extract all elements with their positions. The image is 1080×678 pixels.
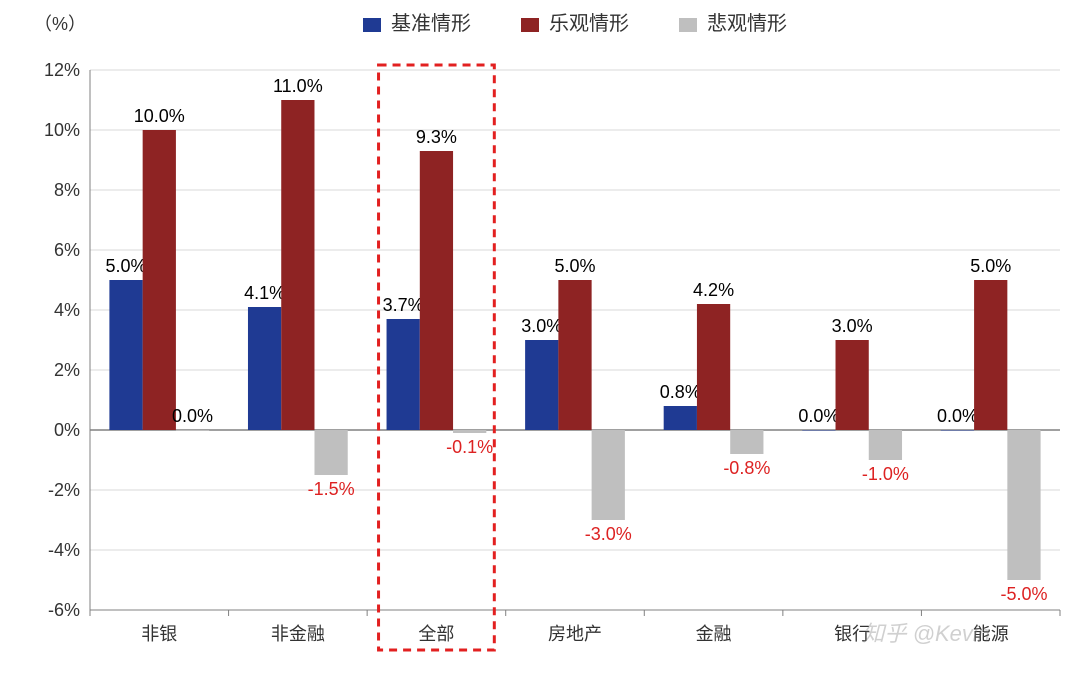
y-tick-label: 6%	[54, 240, 80, 260]
legend-label: 基准情形	[391, 12, 471, 35]
value-label: -1.5%	[308, 479, 355, 499]
x-category-label: 非金融	[271, 624, 325, 644]
y-unit-label: （%）	[34, 14, 86, 34]
bar	[730, 430, 763, 454]
value-label: 9.3%	[416, 127, 457, 147]
bar	[248, 307, 281, 430]
bar	[697, 304, 730, 430]
x-category-label: 全部	[418, 624, 454, 644]
bar	[558, 280, 591, 430]
bar	[176, 430, 209, 431]
value-label: 5.0%	[554, 256, 595, 276]
y-tick-label: 12%	[44, 60, 80, 80]
bar	[387, 319, 420, 430]
y-tick-label: 2%	[54, 360, 80, 380]
legend-label: 乐观情形	[549, 12, 629, 35]
bar	[974, 280, 1007, 430]
y-tick-label: 4%	[54, 300, 80, 320]
value-label: -0.1%	[446, 437, 493, 457]
chart-container: -6% -4% -2% 0% 2% 4% 6% 8% 10% 12% （%） 5.0% 10.0% 0.0…	[0, 0, 1080, 678]
value-label: 5.0%	[106, 256, 147, 276]
y-tick-label: 10%	[44, 120, 80, 140]
value-label: 4.2%	[693, 280, 734, 300]
bar	[281, 100, 314, 430]
bar	[314, 430, 347, 475]
value-label: -0.8%	[723, 458, 770, 478]
value-label: 3.7%	[383, 295, 424, 315]
x-category-label: 银行	[834, 624, 870, 644]
y-tick-label: -4%	[48, 540, 80, 560]
x-category-label: 房地产	[548, 624, 602, 644]
bar	[143, 130, 176, 430]
value-label: 0.0%	[798, 406, 839, 426]
value-label: 0.8%	[660, 382, 701, 402]
bar	[592, 430, 625, 520]
legend-swatch	[521, 18, 539, 32]
value-label: 10.0%	[134, 106, 185, 126]
value-label: 11.0%	[273, 76, 323, 96]
value-label: -5.0%	[1000, 584, 1047, 604]
bar	[525, 340, 558, 430]
bar	[664, 406, 697, 430]
value-label: 0.0%	[172, 406, 213, 426]
legend-swatch	[679, 18, 697, 32]
chart-svg: -6% -4% -2% 0% 2% 4% 6% 8% 10% 12% （%） 5.0% 10.0% 0.0…	[0, 0, 1080, 678]
bar	[453, 430, 486, 433]
legend-label: 悲观情形	[707, 12, 787, 35]
y-tick-label: -6%	[48, 600, 80, 620]
bar	[802, 430, 835, 431]
y-tick-label: -2%	[48, 480, 80, 500]
x-category-label: 能源	[973, 624, 1009, 644]
x-category-label: 非银	[141, 624, 177, 644]
value-label: 4.1%	[244, 283, 285, 303]
y-tick-label: 8%	[54, 180, 80, 200]
bar	[869, 430, 902, 460]
bar	[109, 280, 142, 430]
legend-swatch	[363, 18, 381, 32]
value-label: -3.0%	[585, 524, 632, 544]
value-label: 3.0%	[832, 316, 873, 336]
value-label: 5.0%	[970, 256, 1011, 276]
bar	[941, 430, 974, 431]
bar	[420, 151, 453, 430]
x-category-label: 金融	[696, 624, 732, 644]
value-label: 0.0%	[937, 406, 978, 426]
bar	[836, 340, 869, 430]
y-tick-label: 0%	[54, 420, 80, 440]
value-label: -1.0%	[862, 464, 909, 484]
bar	[1007, 430, 1040, 580]
value-label: 3.0%	[521, 316, 562, 336]
